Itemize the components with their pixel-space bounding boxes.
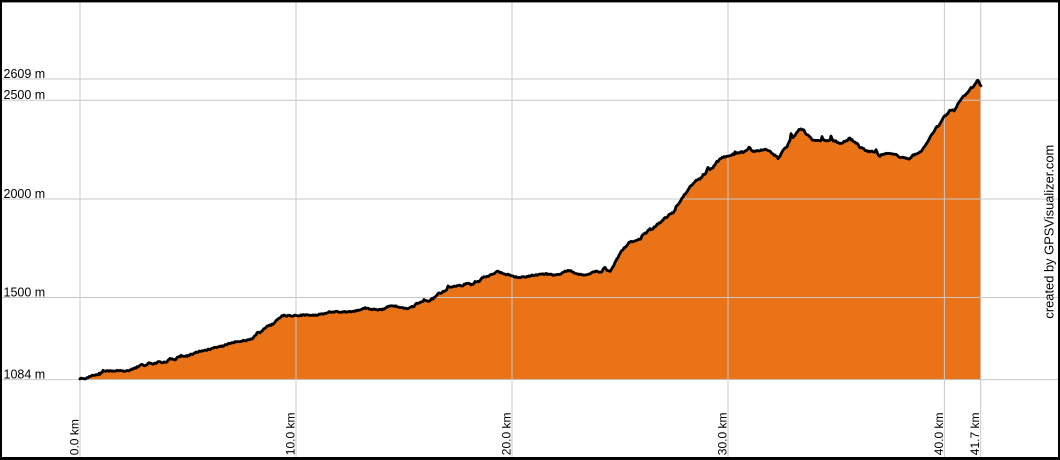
svg-text:40.0 km: 40.0 km bbox=[932, 413, 946, 456]
svg-text:0.0 km: 0.0 km bbox=[68, 419, 82, 455]
svg-text:41.7 km: 41.7 km bbox=[968, 413, 982, 456]
svg-text:2500 m: 2500 m bbox=[4, 88, 46, 102]
svg-text:30.0 km: 30.0 km bbox=[716, 413, 730, 456]
svg-text:1500 m: 1500 m bbox=[4, 285, 46, 299]
svg-text:10.0 km: 10.0 km bbox=[284, 413, 298, 456]
svg-text:created by GPSVisualizer.com: created by GPSVisualizer.com bbox=[1041, 145, 1056, 319]
svg-text:2609 m: 2609 m bbox=[4, 67, 46, 81]
svg-text:2000 m: 2000 m bbox=[4, 187, 46, 201]
svg-text:1084 m: 1084 m bbox=[4, 367, 46, 381]
svg-text:20.0 km: 20.0 km bbox=[500, 413, 514, 456]
